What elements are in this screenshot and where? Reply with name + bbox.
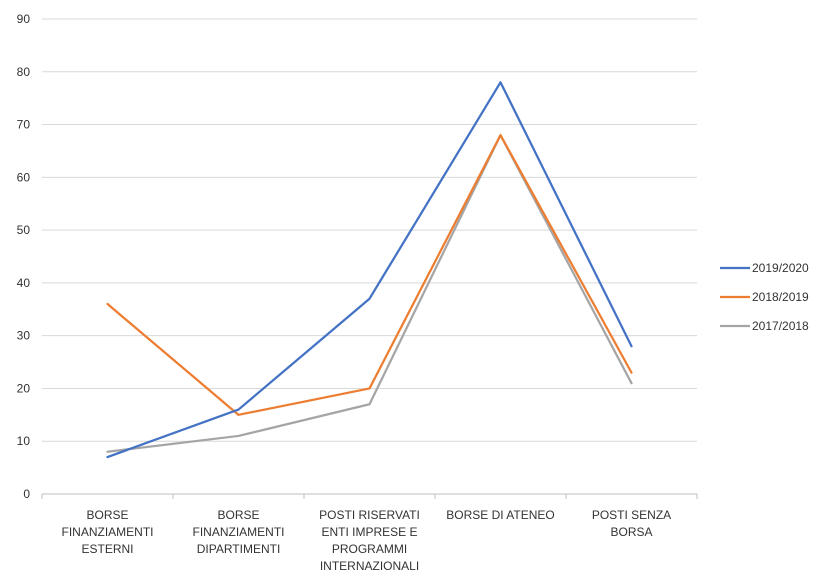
- x-axis-category-labels: BORSE FINANZIAMENTI ESTERNI BORSE FINANZIAME…: [62, 508, 672, 573]
- x-category-label-line: POSTI RISERVATI: [319, 508, 420, 522]
- x-category-label-line: ESTERNI: [81, 542, 133, 556]
- legend: 2019/2020 2018/2019 2017/2018: [720, 261, 809, 333]
- y-tick-label: 70: [17, 118, 31, 132]
- series-line-2018-2019: [106, 133, 633, 416]
- x-category-label: BORSE DI ATENEO: [446, 508, 554, 522]
- x-category-label-line: FINANZIAMENTI: [193, 525, 285, 539]
- legend-label: 2019/2020: [752, 261, 809, 275]
- x-category-label-line: DIPARTIMENTI: [197, 542, 281, 556]
- x-category-label-line: ENTI IMPRESE E: [321, 525, 417, 539]
- x-category-label: BORSE FINANZIAMENTI DIPARTIMENTI: [193, 508, 285, 556]
- x-category-label-line: INTERNAZIONALI: [320, 559, 419, 573]
- x-category-label: POSTI RISERVATI ENTI IMPRESE E PROGRAMMI IN…: [319, 508, 420, 573]
- series-line-2017-2018: [106, 133, 633, 453]
- y-tick-label: 0: [23, 487, 30, 501]
- y-axis-tick-labels: 0 10 20 30 40 50 60 70 80 90: [17, 12, 31, 501]
- axes: [41, 493, 698, 499]
- y-tick-label: 10: [17, 434, 31, 448]
- x-category-label-line: BORSA: [610, 525, 652, 539]
- x-category-label-line: BORSE: [86, 508, 128, 522]
- y-tick-label: 90: [17, 12, 31, 26]
- y-tick-label: 30: [17, 329, 31, 343]
- y-tick-label: 50: [17, 223, 31, 237]
- x-category-label-line: FINANZIAMENTI: [62, 525, 154, 539]
- legend-label: 2017/2018: [752, 319, 809, 333]
- series-line-2019-2020: [106, 81, 633, 459]
- series-lines: [106, 81, 633, 459]
- x-category-label: BORSE FINANZIAMENTI ESTERNI: [62, 508, 154, 556]
- y-tick-label: 80: [17, 65, 31, 79]
- x-category-label-line: POSTI SENZA: [592, 508, 671, 522]
- y-tick-label: 20: [17, 381, 31, 395]
- x-category-label-line: BORSE DI ATENEO: [446, 508, 554, 522]
- x-category-label-line: PROGRAMMI: [332, 542, 407, 556]
- x-category-label-line: BORSE: [217, 508, 259, 522]
- y-tick-label: 60: [17, 170, 31, 184]
- y-tick-label: 40: [17, 276, 31, 290]
- x-category-label: POSTI SENZA BORSA: [592, 508, 671, 539]
- legend-label: 2018/2019: [752, 290, 809, 304]
- gridlines: [42, 18, 697, 442]
